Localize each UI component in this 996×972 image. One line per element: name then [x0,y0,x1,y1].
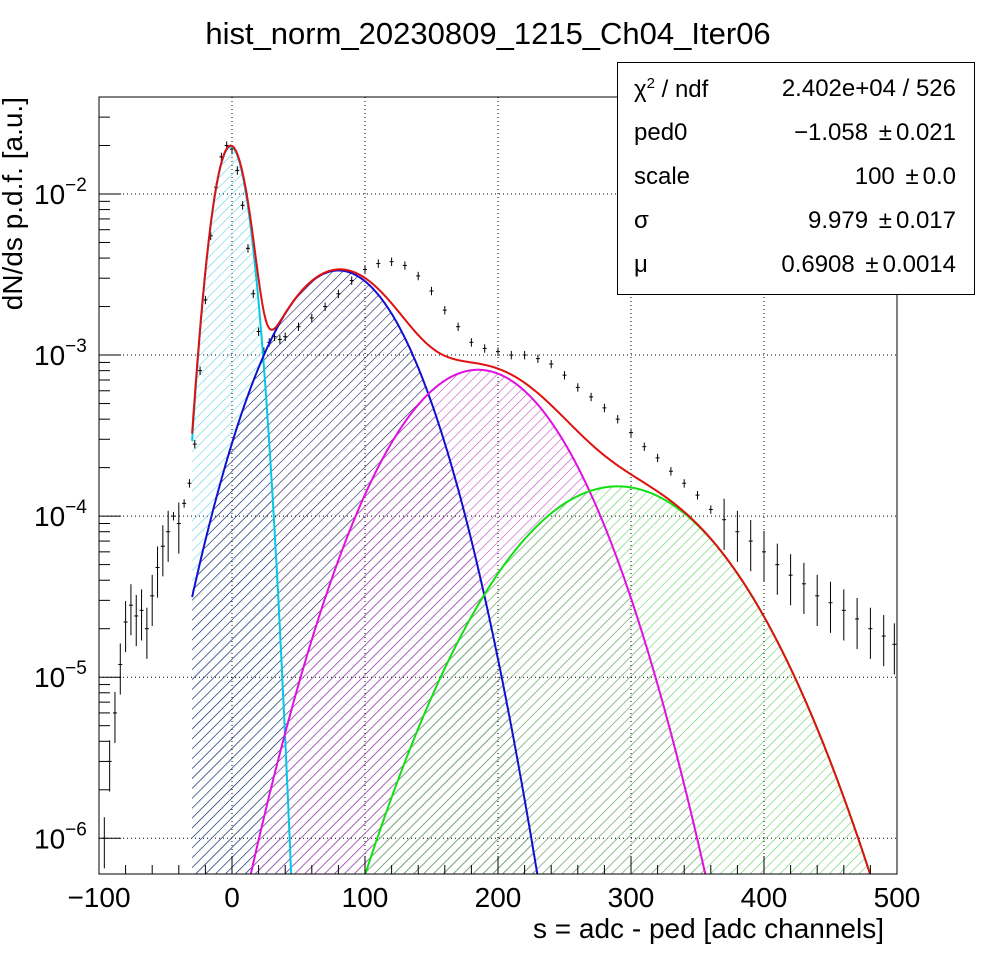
stats-value: −1.058 ±0.021 [794,119,956,146]
stats-key: μ [634,251,648,278]
x-tick-label: 0 [224,882,240,913]
fit-statistics-box: χ2 / ndf 2.402e+04 / 526 ped0 −1.058 ±0.021… [617,62,975,295]
stats-row: scale 100 ±0.0 [634,163,956,203]
stats-row: χ2 / ndf 2.402e+04 / 526 [634,75,956,115]
stats-key: ped0 [634,119,688,146]
stats-value: 2.402e+04 / 526 [781,75,956,102]
stats-row: μ 0.6908 ±0.0014 [634,251,956,291]
axis-ticks: −100 0 100 200 300 400 500 10−2 10−3 10−4 10−5 10−6 [34,96,921,913]
x-tick-label: −100 [67,882,130,913]
x-tick-label: 400 [741,882,788,913]
y-tick-label: 10−2 [34,175,87,210]
y-tick-label: 10−3 [34,336,87,371]
x-axis-label: s = adc - ped [adc channels] [533,913,884,944]
component-curve-2 [249,368,707,874]
component-fills [192,146,897,874]
stats-key: scale [634,163,691,190]
stats-key: χ2 / ndf [634,75,709,103]
x-tick-label: 200 [475,882,522,913]
y-tick-label: 10−6 [34,819,87,854]
stats-value: 0.6908 ±0.0014 [781,251,956,278]
y-tick-label: 10−4 [34,497,87,532]
y-axis-label: dN/ds p.d.f. [a.u.] [0,97,28,310]
stats-row: ped0 −1.058 ±0.021 [634,119,956,159]
stats-value: 100 ±0.0 [854,163,956,190]
fit-curves [191,144,872,874]
stats-key: σ [634,207,649,234]
stats-row: σ 9.979 ±0.017 [634,207,956,247]
x-tick-label: 500 [874,882,921,913]
component-curve-1 [191,269,539,874]
x-tick-label: 100 [342,882,389,913]
stats-value: 9.979 ±0.017 [808,207,956,234]
chart-title: hist_norm_20230809_1215_Ch04_Iter06 [205,16,770,51]
component-fill-3 [192,486,897,874]
x-tick-label: 300 [608,882,655,913]
y-tick-label: 10−5 [34,658,87,693]
total-fit-curve [191,144,872,874]
